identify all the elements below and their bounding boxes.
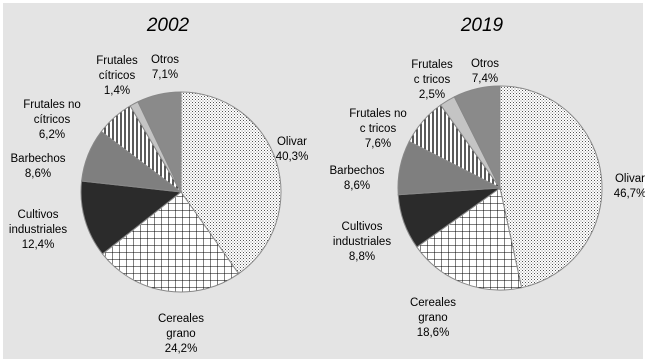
slice-label-name: Frutales — [96, 55, 138, 67]
slice-label-value: 7,1% — [152, 69, 178, 81]
slice-label-name: industriales — [333, 236, 391, 248]
slice-label-name: cítricos — [99, 70, 136, 82]
labels-2019: Olivar 46,7% Cereales grano 18,6% Cultiv… — [330, 58, 645, 339]
pie-slice-otros — [137, 91, 182, 193]
pie-slice-olivar — [180, 91, 282, 275]
slice-label-name: Cereales — [158, 313, 204, 325]
slice-label-name: industriales — [9, 224, 67, 236]
pie-slice-olivar — [499, 85, 603, 289]
slice-label-value: 7,4% — [472, 73, 498, 85]
slice-label-value: 18,6% — [417, 327, 450, 339]
chart-title-2019: 2019 — [460, 15, 504, 36]
pie-slice-otros — [453, 85, 501, 189]
slice-label-name: grano — [418, 312, 447, 324]
slice-label-value: 24,2% — [165, 343, 198, 355]
slice-label-value: 1,4% — [104, 85, 130, 97]
slice-label-value: 8,6% — [25, 168, 51, 180]
slice-label-name: cítricos — [34, 114, 71, 126]
slice-label-value: 12,4% — [22, 239, 55, 251]
slice-label-name: c tricos — [360, 123, 397, 135]
slice-label-name: Olivar — [615, 173, 645, 185]
slice-label-value: 7,6% — [365, 138, 391, 150]
slice-label-name: Otros — [471, 58, 499, 70]
pie-2002 — [80, 91, 282, 293]
slice-label-name: grano — [166, 328, 195, 340]
slice-label-value: 8,6% — [344, 180, 370, 192]
slice-label-name: Frutales no — [349, 108, 407, 120]
slice-label-name: Frutales — [411, 59, 453, 71]
slice-label-name: c tricos — [414, 74, 451, 86]
slice-label-value: 6,2% — [39, 129, 65, 141]
slice-label-value: 8,8% — [349, 251, 375, 263]
slice-label-name: Cultivos — [342, 221, 383, 233]
slice-label-name: Barbechos — [11, 153, 66, 165]
slice-label-name: Cultivos — [18, 209, 59, 221]
slice-label-name: Olivar — [277, 136, 307, 148]
chart-title-2002: 2002 — [146, 15, 190, 36]
pie-slice-cereales-grano — [101, 191, 240, 293]
slice-label-name: Frutales no — [23, 99, 81, 111]
slice-label-name: Barbechos — [330, 165, 385, 177]
pie-slice-cereales-grano — [416, 187, 523, 291]
slice-label-value: 40,3% — [276, 151, 309, 163]
slice-label-value: 46,7% — [614, 188, 645, 200]
slice-label-name: Cereales — [410, 297, 456, 309]
labels-2002: Olivar 40,3% Cereales grano 24,2% Cultiv… — [9, 54, 308, 355]
pie-slice-cultivos-industriales — [80, 180, 183, 255]
pie-2019 — [397, 85, 603, 291]
slice-label-value: 2,5% — [419, 89, 445, 101]
slice-label-name: Otros — [151, 54, 179, 66]
